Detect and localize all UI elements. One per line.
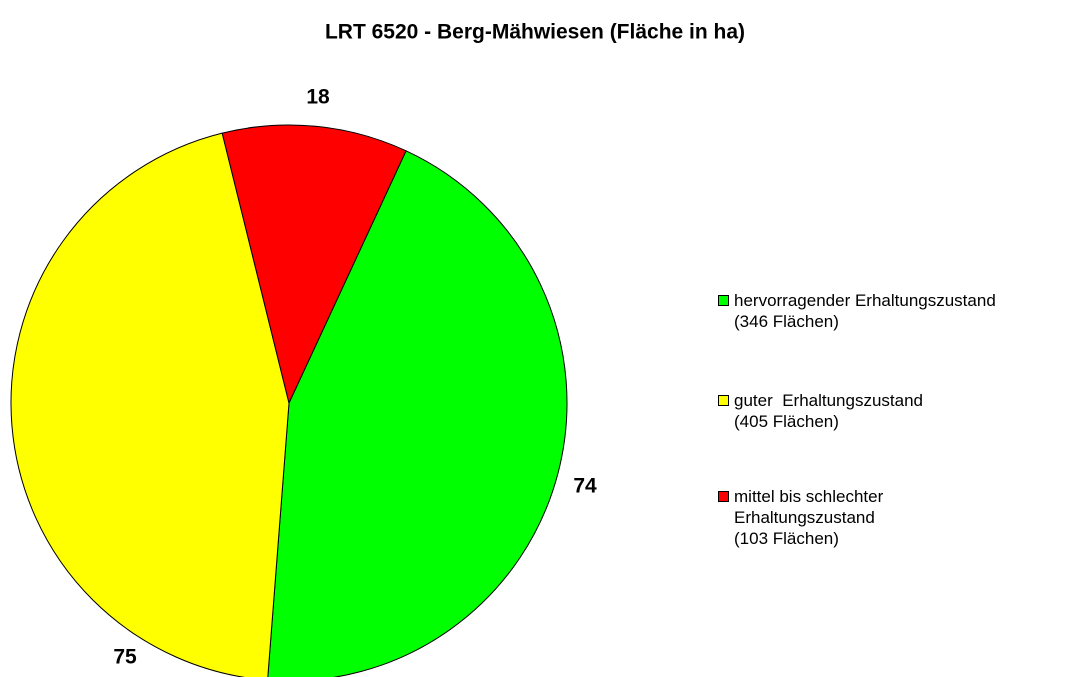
legend-swatch: [718, 491, 729, 502]
pie-slice: [267, 150, 568, 677]
data-label: 74: [573, 475, 597, 498]
legend-entry: mittel bis schlechter Erhaltungszustand …: [718, 486, 883, 549]
legend-entry: hervorragender Erhaltungszustand (346 Fl…: [718, 290, 996, 332]
legend-swatch: [718, 395, 729, 406]
pie-slice: [221, 124, 407, 405]
data-label: 75: [113, 646, 137, 669]
pie-slice: [10, 132, 290, 677]
legend-label: mittel bis schlechter Erhaltungszustand …: [734, 487, 884, 548]
data-label: 18: [306, 86, 330, 109]
legend-label: guter Erhaltungszustand (405 Flächen): [734, 391, 924, 431]
legend-label: hervorragender Erhaltungszustand (346 Fl…: [734, 291, 996, 331]
legend-swatch: [718, 295, 729, 306]
chart-title: LRT 6520 - Berg-Mähwiesen (Fläche in ha): [325, 21, 745, 44]
legend-entry: guter Erhaltungszustand (405 Flächen): [718, 390, 923, 432]
